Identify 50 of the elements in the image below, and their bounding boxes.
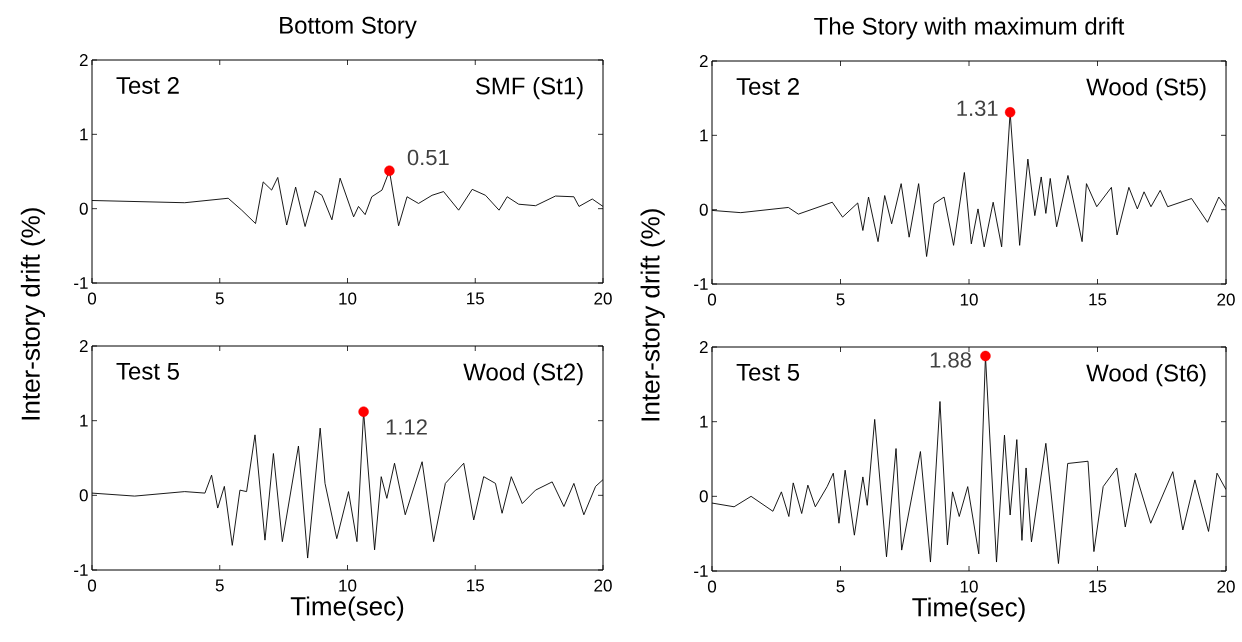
y-tick-label: 2 <box>699 55 708 67</box>
y-tick-label: 2 <box>79 340 88 352</box>
x-tick-label: 20 <box>1217 580 1235 593</box>
y-axis-title: Inter-story drift (%) <box>640 209 665 421</box>
data-label: 1.31 <box>957 100 998 117</box>
y-tick-label: 1 <box>80 128 88 141</box>
x-axis-title: Time(sec) <box>290 596 404 621</box>
x-tick-label: 15 <box>1089 580 1107 593</box>
x-tick-label: 20 <box>594 292 612 305</box>
y-tick-label: 2 <box>699 341 708 353</box>
y-tick-label: -1 <box>694 278 708 290</box>
chart-title: Bottom Story <box>280 16 417 39</box>
x-tick-label: 20 <box>594 579 612 592</box>
x-axis-title: Time(sec) <box>912 597 1025 622</box>
y-tick-label: 0 <box>79 202 88 215</box>
x-tick-label: 10 <box>339 292 357 305</box>
annotation: Test 5 <box>116 362 179 380</box>
y-tick-label: 1 <box>80 414 88 427</box>
y-tick-label: 0 <box>699 203 708 216</box>
y-axis-title: Inter-story drift (%) <box>20 208 46 420</box>
data-label: 1.88 <box>930 352 971 368</box>
chart-title: The Story with maximum drift <box>814 17 1125 40</box>
annotation: SMF (St1) <box>475 76 583 100</box>
x-tick-label: 15 <box>467 292 484 305</box>
annotation: Test 5 <box>736 363 800 381</box>
annotation: Test 2 <box>736 77 799 95</box>
annotation: Test 2 <box>116 76 179 94</box>
x-tick-label: 10 <box>339 579 357 592</box>
y-tick-label: 0 <box>79 489 88 502</box>
y-tick-label: -1 <box>74 564 88 576</box>
annotation: Wood (St5) <box>1086 77 1206 101</box>
annotation: Wood (St2) <box>463 362 583 386</box>
y-tick-label: -1 <box>694 565 708 577</box>
y-tick-label: -1 <box>74 277 88 289</box>
x-tick-label: 20 <box>1217 293 1235 306</box>
y-tick-label: 1 <box>700 129 708 142</box>
data-label: 1.12 <box>386 419 427 435</box>
y-tick-label: 1 <box>700 415 708 428</box>
y-tick-label: 0 <box>699 490 708 503</box>
x-tick-label: 5 <box>836 293 845 306</box>
data-label: 0.51 <box>407 149 449 166</box>
y-tick-label: 2 <box>79 54 88 66</box>
x-tick-label: 15 <box>1089 293 1107 306</box>
x-tick-label: 15 <box>467 579 484 592</box>
x-tick-label: 5 <box>836 580 845 593</box>
annotation: Wood (St6) <box>1086 363 1206 387</box>
x-tick-label: 10 <box>960 580 978 593</box>
x-tick-label: 5 <box>215 292 224 305</box>
x-tick-label: 10 <box>960 293 978 306</box>
x-tick-label: 5 <box>215 579 224 592</box>
